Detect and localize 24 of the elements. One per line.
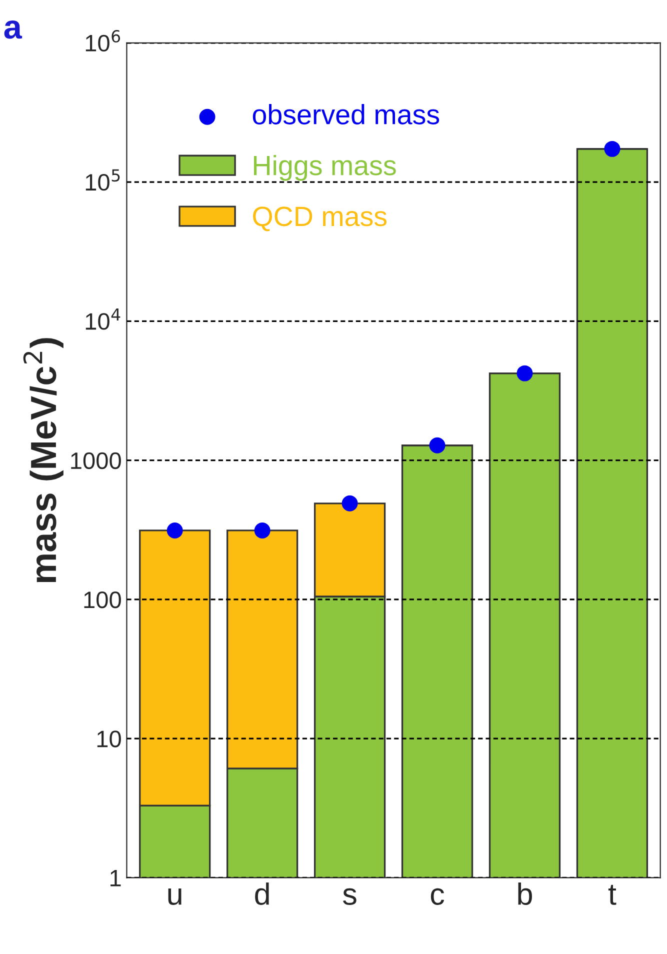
y-tick-label: 10$^{5}$ bbox=[86, 169, 120, 191]
y-tick-label: 10 bbox=[97, 730, 121, 748]
point bbox=[254, 522, 270, 538]
y-axis-title: mass (MeV/c$^{2}$) bbox=[23, 338, 64, 582]
point bbox=[516, 365, 533, 382]
y-tick-label: 100 bbox=[84, 592, 121, 608]
legend-label: observed mass bbox=[252, 104, 440, 124]
x-tick-label: t bbox=[608, 884, 616, 905]
x-tick-label: b bbox=[518, 882, 532, 905]
point bbox=[604, 140, 620, 157]
x-tick-label: c bbox=[430, 888, 444, 905]
y-tick-label: 10$^{4}$ bbox=[86, 308, 120, 330]
point bbox=[166, 522, 183, 538]
legend-label: Higgs mass bbox=[254, 154, 396, 181]
text: a bbox=[4, 20, 22, 39]
y-tick-label: 1 bbox=[110, 870, 121, 886]
y-tick-label: 10$^{6}$ bbox=[86, 30, 120, 52]
legend-label: QCD mass bbox=[253, 206, 387, 232]
x-tick-label: d bbox=[255, 882, 269, 905]
y-tick-label: 1000 bbox=[71, 452, 121, 470]
x-tick-label: s bbox=[343, 888, 356, 905]
x-tick-label: u bbox=[168, 888, 182, 905]
point bbox=[429, 437, 446, 454]
point bbox=[342, 495, 358, 512]
